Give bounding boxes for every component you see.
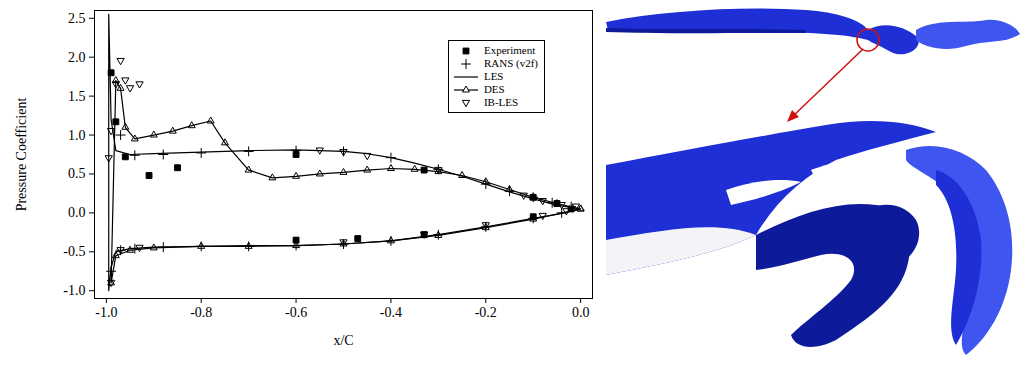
svg-text:0.0: 0.0: [572, 305, 590, 320]
svg-text:-0.5: -0.5: [63, 244, 85, 259]
svg-text:-1.0: -1.0: [95, 305, 117, 320]
svg-text:-1.0: -1.0: [63, 283, 85, 298]
svg-text:2.0: 2.0: [68, 50, 86, 65]
svg-text:1.5: 1.5: [68, 89, 86, 104]
svg-text:-0.6: -0.6: [285, 305, 307, 320]
svg-text:-0.4: -0.4: [380, 305, 402, 320]
svg-text:Pressure Coefficient: Pressure Coefficient: [14, 98, 29, 212]
html-text:LES: LES: [483, 70, 504, 82]
svg-text:0.5: 0.5: [68, 166, 86, 181]
svg-text:-0.8: -0.8: [190, 305, 212, 320]
svg-text:2.5: 2.5: [68, 11, 86, 26]
svg-text:-0.2: -0.2: [475, 305, 497, 320]
svg-text:x/C: x/C: [333, 333, 353, 348]
html-text:DES: DES: [483, 83, 505, 95]
svg-text:0.0: 0.0: [68, 205, 86, 220]
svg-text:1.0: 1.0: [68, 128, 86, 143]
html-text:IB-LES: IB-LES: [483, 96, 519, 108]
html-text:Experiment: Experiment: [483, 44, 536, 56]
html-text:RANS (v2f): RANS (v2f): [483, 57, 538, 69]
